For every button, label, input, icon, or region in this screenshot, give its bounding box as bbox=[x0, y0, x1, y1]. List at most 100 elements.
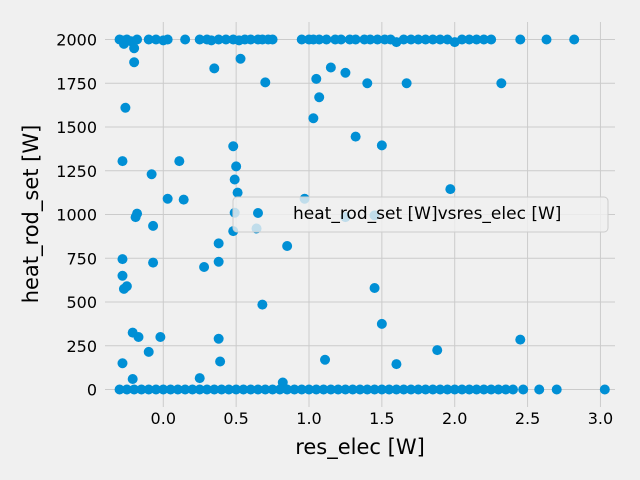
scatter-point bbox=[413, 34, 424, 45]
scatter-point bbox=[223, 384, 234, 395]
y-tick-label: 750 bbox=[66, 249, 97, 268]
scatter-point bbox=[274, 384, 285, 395]
scatter-point bbox=[209, 63, 220, 74]
x-tick-label: 2.5 bbox=[515, 409, 540, 428]
scatter-point bbox=[165, 384, 176, 395]
y-tick-label: 250 bbox=[66, 337, 97, 356]
scatter-points bbox=[114, 34, 610, 395]
scatter-point bbox=[132, 34, 143, 45]
scatter-point bbox=[213, 238, 224, 249]
scatter-point bbox=[146, 169, 157, 180]
scatter-point bbox=[117, 156, 128, 167]
scatter-point bbox=[308, 113, 319, 124]
scatter-point bbox=[296, 384, 307, 395]
scatter-point bbox=[406, 384, 416, 395]
scatter-point bbox=[427, 34, 438, 45]
scatter-point bbox=[282, 384, 293, 395]
scatter-point bbox=[178, 194, 189, 205]
scatter-point bbox=[289, 384, 300, 395]
scatter-point bbox=[355, 384, 365, 395]
scatter-point bbox=[129, 43, 140, 54]
scatter-point bbox=[143, 346, 154, 357]
x-tick-labels: 0.0 0.5 1.0 1.5 2.0 2.5 3.0 bbox=[151, 409, 614, 428]
scatter-point bbox=[413, 384, 424, 395]
scatter-point bbox=[215, 356, 226, 367]
scatter-point bbox=[471, 384, 482, 395]
scatter-point bbox=[114, 384, 125, 395]
scatter-point bbox=[478, 384, 489, 395]
scatter-point bbox=[220, 34, 231, 45]
x-tick-label: 0.5 bbox=[223, 409, 248, 428]
scatter-point bbox=[442, 384, 453, 395]
scatter-point bbox=[267, 34, 278, 45]
scatter-point bbox=[325, 62, 336, 73]
scatter-point bbox=[464, 34, 475, 45]
scatter-point bbox=[314, 34, 325, 45]
scatter-point bbox=[464, 384, 475, 395]
scatter-point bbox=[148, 220, 159, 231]
scatter-point bbox=[311, 384, 322, 395]
scatter-point bbox=[229, 174, 240, 185]
scatter-point bbox=[260, 384, 271, 395]
scatter-point bbox=[369, 384, 380, 395]
scatter-point bbox=[216, 384, 227, 395]
scatter-point bbox=[158, 384, 169, 395]
scatter-point bbox=[569, 34, 580, 45]
scatter-point bbox=[187, 384, 198, 395]
scatter-point bbox=[350, 34, 361, 45]
scatter-point bbox=[235, 53, 246, 64]
scatter-point bbox=[120, 102, 131, 113]
scatter-point bbox=[445, 184, 456, 195]
scatter-point bbox=[213, 256, 224, 267]
scatter-point bbox=[202, 384, 212, 395]
scatter-point bbox=[209, 384, 220, 395]
scatter-point bbox=[162, 34, 173, 45]
x-tick-label: 2.0 bbox=[442, 409, 467, 428]
scatter-point bbox=[174, 156, 185, 167]
scatter-point bbox=[515, 334, 526, 345]
scatter-point bbox=[318, 384, 329, 395]
scatter-point bbox=[245, 384, 256, 395]
scatter-point bbox=[228, 141, 239, 152]
scatter-point bbox=[534, 384, 545, 395]
scatter-point bbox=[231, 161, 242, 172]
scatter-point bbox=[347, 384, 358, 395]
scatter-point bbox=[518, 384, 529, 395]
y-tick-label: 1000 bbox=[56, 206, 97, 225]
scatter-point bbox=[143, 34, 154, 45]
scatter-point bbox=[206, 35, 217, 46]
scatter-point bbox=[365, 34, 376, 45]
scatter-point bbox=[372, 34, 383, 45]
y-tick-label: 0 bbox=[87, 381, 97, 400]
scatter-point bbox=[508, 384, 518, 395]
scatter-point bbox=[320, 354, 331, 365]
scatter-point bbox=[231, 384, 242, 395]
scatter-point bbox=[471, 34, 482, 45]
scatter-point bbox=[551, 384, 562, 395]
scatter-point bbox=[245, 34, 256, 45]
scatter-point bbox=[376, 384, 387, 395]
scatter-point bbox=[121, 384, 132, 395]
scatter-point bbox=[362, 78, 373, 89]
scatter-point bbox=[194, 384, 205, 395]
scatter-point bbox=[143, 384, 154, 395]
scatter-point bbox=[333, 384, 344, 395]
scatter-point bbox=[117, 254, 128, 265]
scatter-point bbox=[232, 187, 243, 198]
scatter-point bbox=[384, 384, 395, 395]
scatter-point bbox=[340, 67, 351, 78]
scatter-point bbox=[515, 34, 526, 45]
scatter-point bbox=[435, 34, 446, 45]
y-tick-label: 1750 bbox=[56, 74, 97, 93]
scatter-point bbox=[376, 140, 387, 151]
legend: heat_rod_set [W]vsres_elec [W] bbox=[232, 196, 609, 233]
scatter-point bbox=[199, 262, 210, 272]
scatter-point bbox=[253, 384, 263, 395]
scatter-point bbox=[130, 212, 141, 223]
y-tick-labels: 0 250 500 750 1000 1250 1500 1750 2000 bbox=[56, 31, 97, 400]
scatter-point bbox=[267, 384, 278, 395]
scatter-point bbox=[599, 384, 610, 395]
scatter-point bbox=[117, 358, 128, 369]
